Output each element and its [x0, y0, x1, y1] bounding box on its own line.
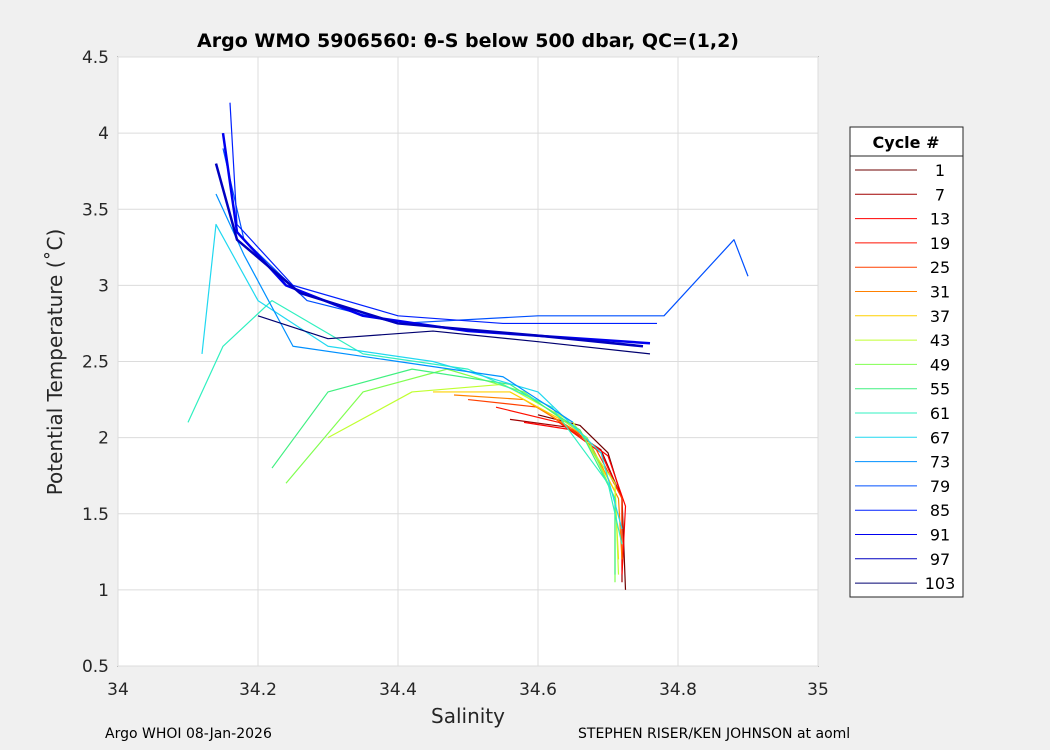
legend-label: 7 [935, 185, 945, 204]
y-axis-label: Potential Temperature (˚C) [43, 229, 67, 496]
series-line-cycle-85 [229, 102, 657, 325]
series-line-cycle-25 [467, 398, 623, 560]
legend-label: 55 [930, 380, 950, 399]
y-tick-label: 1.5 [82, 505, 109, 525]
legend-label: 85 [930, 501, 950, 520]
x-tick-label: 35 [807, 680, 829, 700]
series-line-cycle-13 [523, 421, 627, 575]
legend: Cycle # 1 7 13 19 25 31 37 43 49 55 61 67 73 79 85 91 97… [849, 126, 964, 598]
x-tick-label: 34.6 [519, 680, 557, 700]
x-tick-label: 34.4 [379, 680, 417, 700]
x-tick-label: 34.2 [239, 680, 277, 700]
legend-label: 31 [930, 283, 950, 302]
x-tick-label: 34 [107, 680, 129, 700]
legend-label: 91 [930, 526, 950, 545]
legend-label: 25 [930, 258, 950, 277]
legend-label: 73 [930, 453, 950, 472]
legend-label: 49 [930, 355, 950, 374]
y-tick-label: 3 [98, 276, 109, 296]
legend-label: 79 [930, 477, 950, 496]
legend-label: 1 [935, 161, 945, 180]
y-tick-label: 2 [98, 429, 109, 449]
legend-label: 13 [930, 210, 950, 229]
series-line-cycle-61 [187, 300, 623, 545]
legend-title: Cycle # [873, 133, 940, 152]
y-tick-label: 3.5 [82, 200, 109, 220]
legend-label: 19 [930, 234, 950, 253]
legend-label: 97 [930, 550, 950, 569]
legend-label: 61 [930, 404, 950, 423]
footer-right: STEPHEN RISER/KEN JOHNSON at aoml [578, 726, 851, 742]
y-tick-label: 1 [98, 581, 109, 601]
series-line-cycle-73 [215, 193, 574, 423]
y-tick-label: 0.5 [82, 657, 109, 677]
series-line-cycle-103 [257, 315, 651, 355]
y-tick-label: 4.5 [82, 48, 109, 68]
series-line-cycle-97 [214, 163, 644, 348]
footer-left: Argo WHOI 08-Jan-2026 [105, 726, 272, 742]
legend-label: 103 [925, 574, 956, 593]
x-tick-label: 34.8 [659, 680, 697, 700]
y-tick-label: 2.5 [82, 353, 109, 373]
x-axis-label: Salinity [431, 704, 505, 728]
legend-label: 37 [930, 307, 950, 326]
y-tick-label: 4 [98, 124, 109, 144]
series-line-cycle-67 [201, 223, 623, 530]
legend-label: 43 [930, 331, 950, 350]
legend-label: 67 [930, 428, 950, 447]
chart-title: Argo WMO 5906560: θ-S below 500 dbar, QC… [197, 30, 739, 52]
